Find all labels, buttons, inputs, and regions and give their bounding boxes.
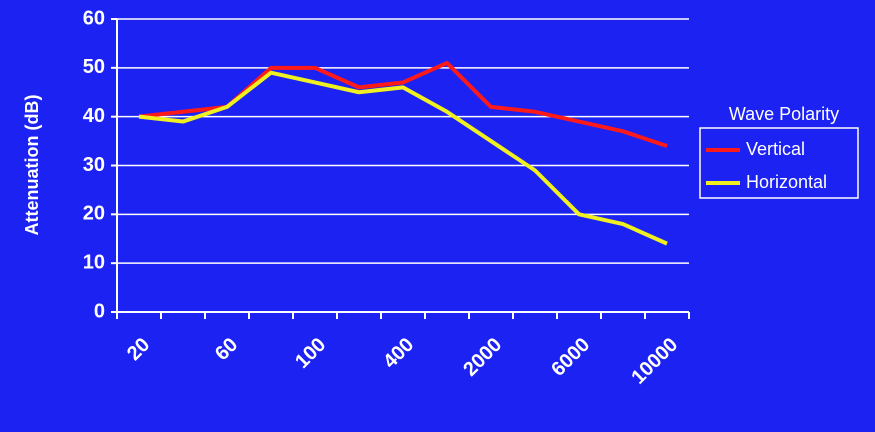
x-tick-label: 400	[379, 334, 418, 373]
y-tick-label: 10	[83, 251, 105, 273]
legend-label: Vertical	[746, 139, 805, 159]
line-series	[138, 60, 668, 148]
legend-box	[699, 127, 859, 199]
y-tick-label: 50	[83, 56, 105, 78]
x-tick-label: 60	[211, 334, 242, 365]
x-tick-label: 20	[123, 334, 154, 365]
x-tick-label: 6000	[547, 334, 594, 381]
legend-label: Horizontal	[746, 172, 827, 192]
x-tick-label: 2000	[459, 334, 506, 381]
y-axis-title: Attenuation (dB)	[22, 95, 42, 236]
y-tick-label: 40	[83, 105, 105, 127]
y-tick-label: 60	[83, 7, 105, 29]
x-tick-label: 100	[291, 334, 330, 373]
y-tick-label: 0	[94, 300, 105, 322]
line-series	[138, 70, 668, 246]
y-tick-label: 30	[83, 154, 105, 176]
y-tick-label: 20	[83, 203, 105, 225]
legend-title: Wave Polarity	[729, 104, 839, 124]
x-tick-label: 10000	[627, 334, 682, 389]
